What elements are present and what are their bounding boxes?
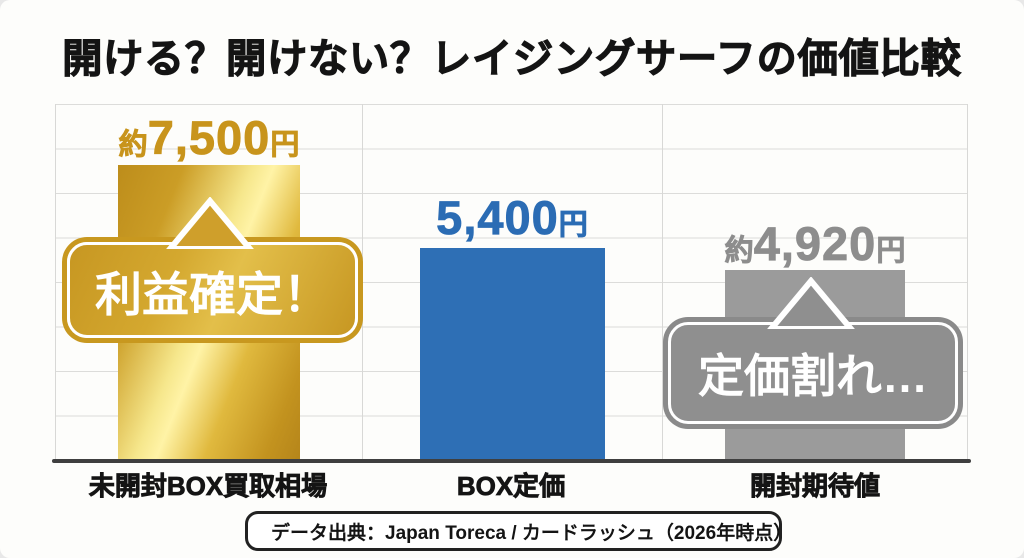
callout-below-list-price: 定価割れ… — [668, 277, 958, 424]
page-title: 開ける？開けない？レイジングサーフの価値比較 — [62, 36, 962, 81]
callout-pointer-up-icon — [166, 197, 254, 249]
value-suffix: 円 — [270, 129, 300, 161]
callout-pointer-up-icon — [767, 277, 855, 329]
callout-text: 定価割れ… — [698, 350, 928, 402]
data-source-badge: データ出典：Japan Toreca / カードラッシュ（2026年時点） — [245, 511, 792, 551]
bar-box-list-price — [420, 248, 605, 460]
x-axis-line — [52, 459, 971, 463]
value-amount: 7,500 — [147, 111, 271, 164]
category-label-opening-expected: 開封期待値 — [749, 471, 881, 502]
value-suffix: 円 — [558, 209, 588, 241]
data-source-text: データ出典：Japan Toreca / カードラッシュ（2026年時点） — [271, 522, 793, 544]
value-amount: 5,400 — [436, 191, 559, 244]
value-prefix: 約 — [118, 129, 148, 161]
value-suffix: 円 — [876, 235, 906, 267]
vertical-gridline — [362, 104, 363, 460]
category-label-unopened-box: 未開封BOX買取相場 — [88, 471, 328, 502]
vertical-gridline — [662, 104, 663, 460]
value-label-unopened-box: 約7,500円 — [118, 111, 300, 164]
callout-profit-confirmed: 利益確定！ — [67, 197, 358, 338]
value-label-opening-expected: 約4,920円 — [724, 217, 906, 270]
category-label-box-list-price: BOX定価 — [456, 471, 566, 502]
value-prefix: 約 — [724, 235, 754, 267]
value-amount: 4,920 — [753, 217, 877, 270]
callout-text: 利益確定！ — [95, 267, 330, 321]
value-label-box-list-price: 5,400円 — [436, 191, 588, 244]
